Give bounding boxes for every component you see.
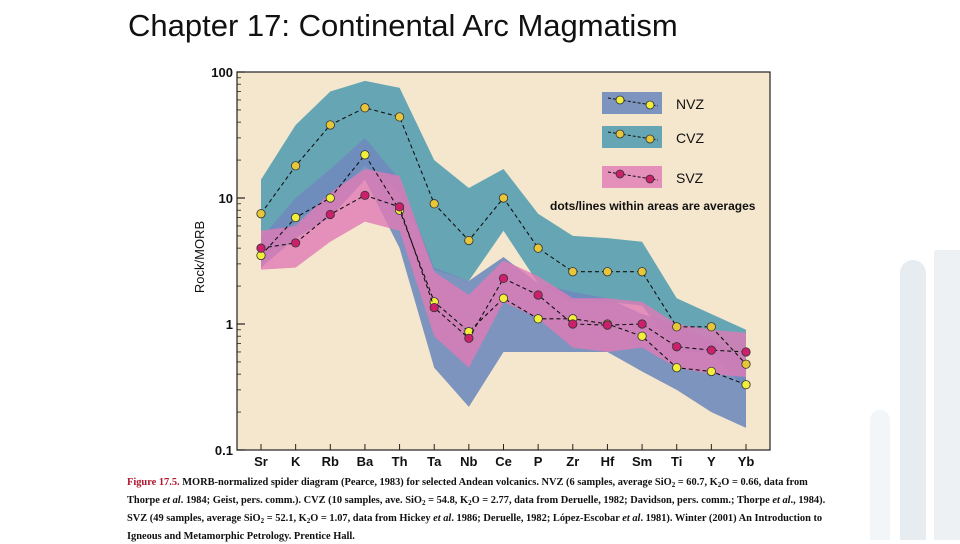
caption-text: O = 1.07, data from Hickey xyxy=(310,513,434,524)
cvz-data-point xyxy=(291,161,301,171)
cvz-range-band xyxy=(261,80,746,390)
svz-data-point xyxy=(360,190,370,200)
svz-data-point xyxy=(637,319,647,329)
cvz-data-point xyxy=(325,120,335,130)
x-tick-label: Hf xyxy=(601,454,615,469)
chart-annotation: dots/lines within areas are averages xyxy=(550,199,756,213)
x-tick-label: Y xyxy=(707,454,716,469)
nvz-data-point xyxy=(498,293,509,303)
svz-data-point xyxy=(291,238,301,248)
caption-text: = 54.8, K xyxy=(425,495,469,506)
y-tick-label: 1 xyxy=(226,317,233,332)
cvz-data-point xyxy=(637,267,647,277)
cvz-data-point xyxy=(672,322,682,332)
legend-dot xyxy=(615,95,625,105)
x-tick-label: Sr xyxy=(254,454,268,469)
nvz-data-point xyxy=(291,212,301,223)
svz-data-point xyxy=(672,342,682,352)
caption-text: O = 0.66, data from Thorpe xyxy=(127,477,808,506)
legend-dot xyxy=(645,134,655,144)
svz-data-point xyxy=(533,290,543,300)
spider-diagram: 0.1 1 10 100 Sr K Rb Ba Th Ta Nb Ce P Zr Hf Sm Ti Y Yb NVZ C… xyxy=(192,65,771,469)
nvz-data-point xyxy=(533,314,543,324)
caption-italic: et al xyxy=(622,513,641,524)
spider-diagram-figure: 0.1 1 10 100 Sr K Rb Ba Th Ta Nb Ce P Zr Hf Sm Ti Y Yb NVZ C… xyxy=(190,62,780,472)
svz-average-line xyxy=(260,194,747,353)
caption-text: . 1986; Deruelle, 1982; López-Escobar xyxy=(451,513,623,524)
svz-data-point xyxy=(464,333,474,343)
x-tick-label: Th xyxy=(392,454,408,469)
svz-data-point xyxy=(741,347,751,357)
svz-data-point xyxy=(498,273,509,284)
cvz-data-point xyxy=(429,199,439,209)
x-tick-label: Ba xyxy=(357,454,374,469)
x-tick-label: K xyxy=(291,454,301,469)
y-tick-label: 100 xyxy=(211,65,233,80)
cvz-data-point xyxy=(533,243,543,253)
caption-italic: et al xyxy=(433,513,452,524)
svz-data-point xyxy=(706,345,716,355)
legend-label-svz: SVZ xyxy=(676,170,704,186)
caption-text: . 1984; Geist, pers. comm.). CVZ (10 sam… xyxy=(180,495,422,506)
caption-text: O = 2.77, data from Deruelle, 1982; Davi… xyxy=(471,495,773,506)
caption-subscript: 2 xyxy=(717,481,722,489)
caption-italic: et al xyxy=(772,495,791,506)
cvz-data-point xyxy=(741,359,751,369)
nvz-data-point xyxy=(672,363,682,373)
x-tick-label: Ce xyxy=(495,454,512,469)
svz-data-point xyxy=(429,302,439,313)
y-tick-label: 10 xyxy=(219,191,233,206)
svz-data-point xyxy=(568,319,578,329)
x-tick-label: P xyxy=(534,454,543,469)
legend-dot xyxy=(615,169,625,179)
x-tick-label: Nb xyxy=(460,454,477,469)
cvz-data-point xyxy=(568,267,578,277)
caption-text: = 60.7, K xyxy=(675,477,718,488)
caption-text: ., 1984). SVZ (49 samples, average SiO xyxy=(127,495,826,524)
figure-caption: Figure 17.5. MORB-normalized spider diag… xyxy=(127,475,827,544)
nvz-data-point xyxy=(741,380,751,390)
caption-italic: et al xyxy=(162,495,181,506)
cvz-data-point xyxy=(394,112,405,122)
nvz-data-point xyxy=(325,193,335,203)
x-tick-label: Ta xyxy=(427,454,442,469)
legend-label-cvz: CVZ xyxy=(676,130,704,146)
legend-label-nvz: NVZ xyxy=(676,96,704,112)
cvz-data-point xyxy=(602,267,613,277)
x-tick-label: Yb xyxy=(738,454,755,469)
legend-dot xyxy=(645,174,655,184)
legend-dot xyxy=(615,129,625,139)
nvz-data-point xyxy=(360,150,370,160)
svz-data-point xyxy=(602,320,613,330)
cvz-data-point xyxy=(360,103,370,113)
cvz-data-point xyxy=(464,235,474,246)
svz-data-point xyxy=(325,209,335,220)
nvz-data-point xyxy=(706,366,716,377)
caption-subscript: 2 xyxy=(468,499,472,507)
svz-data-point xyxy=(394,202,405,212)
svz-data-point xyxy=(256,243,266,253)
caption-subscript: 2 xyxy=(260,517,265,525)
y-tick-label: 0.1 xyxy=(215,443,233,458)
caption-subscript: 2 xyxy=(421,499,426,507)
caption-text: = 52.1, K xyxy=(264,513,307,524)
x-tick-label: Zr xyxy=(566,454,579,469)
caption-figure-label: Figure 17.5. xyxy=(127,477,180,488)
nvz-data-point xyxy=(637,331,647,341)
caption-subscript: 2 xyxy=(671,481,676,489)
caption-text: . 1981). Winter (2001) An Introduction t… xyxy=(127,513,823,542)
cvz-data-point xyxy=(256,209,266,219)
nvz-average-line xyxy=(260,153,747,386)
slide-title: Chapter 17: Continental Arc Magmatism xyxy=(128,8,678,43)
y-axis-label: Rock/MORB xyxy=(192,221,207,293)
legend-dot xyxy=(645,100,655,110)
caption-subscript: 2 xyxy=(306,517,311,525)
x-tick-label: Rb xyxy=(322,454,339,469)
decorative-shapes xyxy=(860,250,960,540)
x-tick-label: Ti xyxy=(671,454,682,469)
cvz-data-point xyxy=(706,322,716,332)
cvz-data-point xyxy=(498,193,509,203)
caption-text: MORB-normalized spider diagram (Pearce, … xyxy=(179,477,672,488)
x-tick-label: Sm xyxy=(632,454,652,469)
